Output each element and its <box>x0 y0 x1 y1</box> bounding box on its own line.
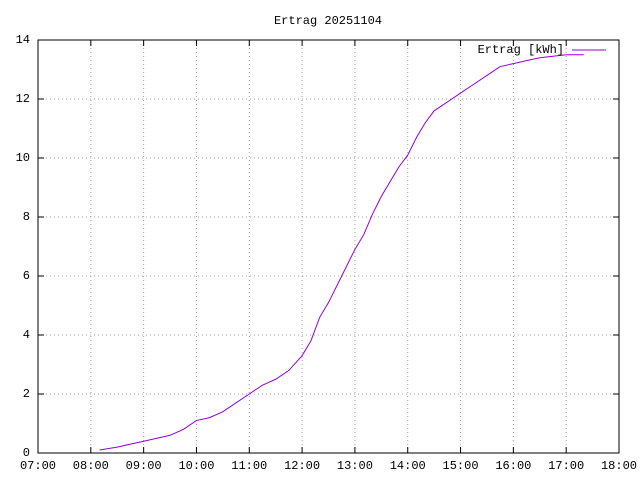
x-tick-label: 18:00 <box>601 459 637 473</box>
data-line <box>99 54 584 451</box>
x-tick-label: 17:00 <box>548 459 584 473</box>
x-tick-label: 16:00 <box>495 459 531 473</box>
y-tick-label: 2 <box>23 387 30 401</box>
x-tick-label: 12:00 <box>284 459 320 473</box>
x-tick-label: 15:00 <box>443 459 479 473</box>
chart-title: Ertrag 20251104 <box>274 14 382 28</box>
y-tick-label: 0 <box>23 446 30 460</box>
x-tick-label: 07:00 <box>20 459 56 473</box>
y-tick-label: 14 <box>16 33 30 47</box>
y-tick-label: 6 <box>23 269 30 283</box>
y-tick-label: 4 <box>23 328 30 342</box>
x-tick-label: 11:00 <box>231 459 267 473</box>
x-tick-label: 09:00 <box>126 459 162 473</box>
x-tick-label: 10:00 <box>178 459 214 473</box>
y-tick-label: 10 <box>16 151 30 165</box>
y-tick-label: 8 <box>23 210 30 224</box>
plot-frame <box>37 39 620 454</box>
y-tick-label: 12 <box>16 92 30 106</box>
x-tick-label: 08:00 <box>73 459 109 473</box>
x-tick-label: 13:00 <box>337 459 373 473</box>
x-tick-label: 14:00 <box>390 459 426 473</box>
legend-label: Ertrag [kWh] <box>478 43 564 57</box>
